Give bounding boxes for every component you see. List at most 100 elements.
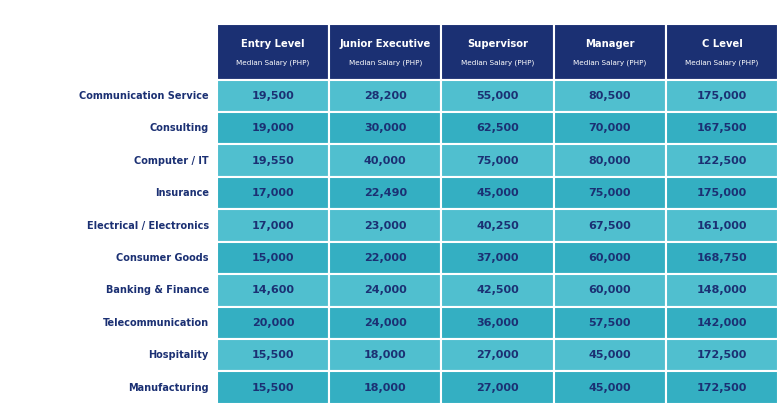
Text: 36,000: 36,000: [476, 318, 519, 328]
Text: 70,000: 70,000: [588, 123, 631, 133]
Bar: [329, 144, 441, 177]
Bar: [329, 80, 441, 112]
Bar: [666, 112, 778, 144]
Text: Junior Executive: Junior Executive: [339, 39, 431, 49]
Text: Median Salary (PHP): Median Salary (PHP): [461, 60, 534, 66]
Text: 17,000: 17,000: [252, 220, 294, 231]
Text: Electrical / Electronics: Electrical / Electronics: [87, 220, 209, 231]
Bar: [666, 371, 778, 404]
Text: C Level: C Level: [701, 39, 743, 49]
Bar: [441, 274, 554, 307]
Text: 23,000: 23,000: [364, 220, 406, 231]
Text: 20,000: 20,000: [252, 318, 294, 328]
Text: Median Salary (PHP): Median Salary (PHP): [686, 60, 758, 66]
Bar: [554, 144, 666, 177]
Text: 24,000: 24,000: [363, 318, 406, 328]
Text: 60,000: 60,000: [588, 285, 631, 295]
Bar: [554, 307, 666, 339]
Text: Median Salary (PHP): Median Salary (PHP): [236, 60, 310, 66]
Bar: [666, 242, 778, 274]
Text: 142,000: 142,000: [697, 318, 747, 328]
Text: 75,000: 75,000: [588, 188, 631, 198]
Text: 15,000: 15,000: [252, 253, 294, 263]
Bar: [666, 24, 778, 80]
Bar: [554, 177, 666, 209]
Text: 80,000: 80,000: [588, 155, 631, 166]
Bar: [0, 209, 217, 242]
Text: 45,000: 45,000: [476, 188, 519, 198]
Text: 60,000: 60,000: [588, 253, 631, 263]
Text: Median Salary (PHP): Median Salary (PHP): [349, 60, 422, 66]
Text: 28,200: 28,200: [363, 91, 406, 101]
Text: 167,500: 167,500: [697, 123, 747, 133]
Text: 22,000: 22,000: [364, 253, 406, 263]
Bar: [666, 307, 778, 339]
Bar: [0, 371, 217, 404]
Text: 172,500: 172,500: [697, 350, 747, 360]
Bar: [554, 274, 666, 307]
Bar: [0, 80, 217, 112]
Bar: [329, 274, 441, 307]
Bar: [329, 209, 441, 242]
Text: 14,600: 14,600: [251, 285, 295, 295]
Bar: [217, 112, 329, 144]
Text: Telecommunication: Telecommunication: [103, 318, 209, 328]
Bar: [554, 24, 666, 80]
Bar: [554, 112, 666, 144]
Text: 75,000: 75,000: [476, 155, 519, 166]
Bar: [0, 112, 217, 144]
Text: 19,000: 19,000: [252, 123, 294, 133]
Bar: [666, 177, 778, 209]
Bar: [441, 307, 554, 339]
Text: 80,500: 80,500: [588, 91, 631, 101]
Text: 175,000: 175,000: [697, 188, 747, 198]
Text: Median Salary (PHP): Median Salary (PHP): [573, 60, 647, 66]
Bar: [329, 307, 441, 339]
Bar: [217, 144, 329, 177]
Text: 15,500: 15,500: [252, 383, 294, 393]
Bar: [217, 177, 329, 209]
Text: 57,500: 57,500: [588, 318, 631, 328]
Text: 15,500: 15,500: [252, 350, 294, 360]
Bar: [329, 371, 441, 404]
Text: 27,000: 27,000: [476, 383, 519, 393]
Bar: [441, 209, 554, 242]
Text: Hospitality: Hospitality: [149, 350, 209, 360]
Bar: [441, 144, 554, 177]
Bar: [441, 339, 554, 371]
Text: Insurance: Insurance: [155, 188, 209, 198]
Bar: [329, 112, 441, 144]
Text: 24,000: 24,000: [363, 285, 406, 295]
Bar: [666, 144, 778, 177]
Text: 17,000: 17,000: [252, 188, 294, 198]
Bar: [217, 80, 329, 112]
Bar: [554, 242, 666, 274]
Text: 18,000: 18,000: [364, 350, 406, 360]
Text: 19,550: 19,550: [252, 155, 294, 166]
Bar: [217, 339, 329, 371]
Bar: [554, 209, 666, 242]
Bar: [0, 177, 217, 209]
Bar: [217, 274, 329, 307]
Text: 42,500: 42,500: [476, 285, 519, 295]
Bar: [441, 24, 554, 80]
Bar: [329, 242, 441, 274]
Bar: [0, 339, 217, 371]
Bar: [217, 371, 329, 404]
Text: 55,000: 55,000: [477, 91, 519, 101]
Bar: [666, 80, 778, 112]
Bar: [329, 339, 441, 371]
Bar: [0, 307, 217, 339]
Bar: [441, 177, 554, 209]
Text: Entry Level: Entry Level: [241, 39, 305, 49]
Bar: [666, 209, 778, 242]
Text: Manager: Manager: [585, 39, 634, 49]
Text: 45,000: 45,000: [588, 383, 631, 393]
Bar: [554, 80, 666, 112]
Text: 122,500: 122,500: [697, 155, 747, 166]
Bar: [0, 144, 217, 177]
Bar: [554, 371, 666, 404]
Bar: [441, 371, 554, 404]
Text: Consumer Goods: Consumer Goods: [116, 253, 209, 263]
Text: 40,250: 40,250: [476, 220, 519, 231]
